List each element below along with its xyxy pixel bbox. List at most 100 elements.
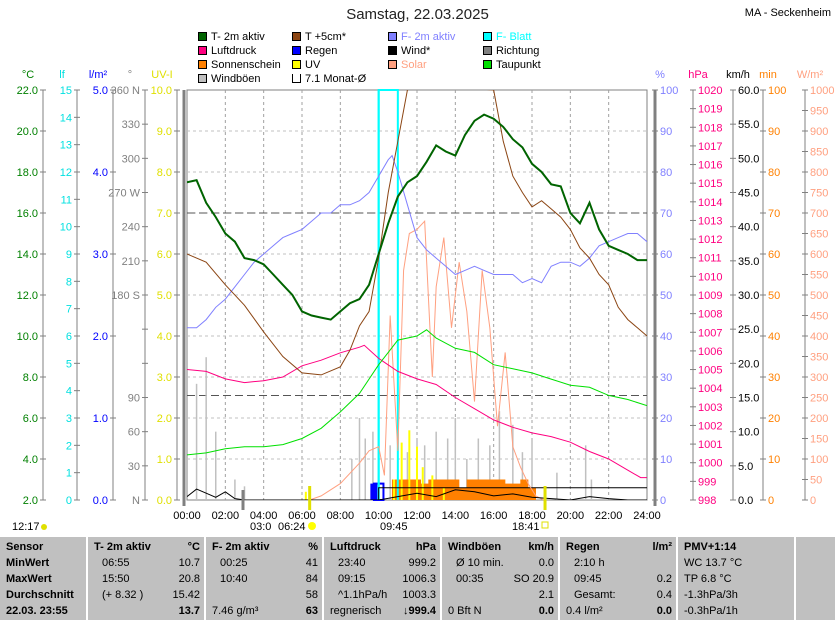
axis-tick-label: 1.0 [157, 454, 172, 466]
axis-tick-label: 1007 [698, 327, 722, 339]
table-column: Luftdruck hPa 23:40 999.2 09:15 1006.3 ^1.1hPa… [324, 537, 442, 621]
x-tick-label: 02:00 [212, 510, 240, 522]
axis-unit-label: UV-I [151, 69, 172, 81]
table-cell: 63 [305, 605, 318, 617]
bar-windb-en [351, 459, 353, 500]
legend-swatch [388, 32, 397, 41]
axis-tick-label: 1011 [698, 253, 722, 265]
legend-item: Regen [292, 45, 337, 57]
bar-windb-en [512, 424, 514, 500]
table-cell: MinWert [6, 557, 50, 569]
table-row: Gesamt: 0.4 [566, 589, 672, 605]
sunset-time: 18:41 [512, 521, 540, 533]
table-cell: 7.46 g/m³ [212, 605, 259, 617]
bar-windb-en [389, 445, 391, 500]
table-row: 2.1 [448, 589, 554, 605]
table-row: T- 2m aktiv °C [94, 541, 200, 557]
table-column: Regen l/m² 2:10 h 09:45 0.2 Gesamt: 0.4 0.4 l/m… [560, 537, 678, 621]
table-cell: 10:40 [220, 573, 248, 585]
bar-windb-en [446, 438, 449, 500]
legend-label: UV [305, 59, 321, 71]
bar-windb-en [205, 357, 207, 500]
table-cell: PMV+1:14 [684, 541, 737, 553]
legend-swatch [483, 46, 492, 55]
table-cell: 84 [305, 573, 318, 585]
x-tick-label: 20:00 [557, 510, 585, 522]
table-cell: -1.3hPa/3h [684, 589, 738, 601]
axis-tick-label: 1014 [698, 197, 722, 209]
table-cell: 00:35 [456, 573, 484, 585]
bar-windb-en [423, 445, 426, 500]
table-cell: hPa [415, 541, 436, 553]
table-cell: 0.0 [538, 605, 554, 617]
series-wind- [187, 488, 647, 500]
bar-windb-en [590, 479, 593, 500]
axis-tick-label: 240 [122, 222, 140, 234]
axis-tick-label: 0 [768, 495, 774, 507]
axis-tick-label: 0.0 [93, 495, 108, 507]
axis-tick-label: 40 [660, 331, 672, 343]
table-cell: Ø 10 min. [456, 557, 504, 569]
table-cell: 15.42 [172, 589, 200, 601]
table-cell: 58 [305, 589, 318, 601]
bar-uv [304, 491, 307, 500]
axis-tick-label: 20.0 [17, 126, 38, 138]
legend-swatch [483, 60, 492, 69]
axis-tick-label: 10.0 [738, 427, 759, 439]
table-row: -0.3hPa/1h [684, 605, 790, 621]
x-tick-label: 12:00 [403, 510, 431, 522]
table-cell: 41 [305, 557, 318, 569]
table-cell: Regen [566, 541, 600, 553]
table-cell: 0.2 [656, 573, 672, 585]
axis-tick-label: 270 W [108, 188, 140, 200]
table-row: 0 Bft N 0.0 [448, 605, 554, 621]
axis-tick-label: 20.0 [738, 358, 759, 370]
table-cell: 0.0 [656, 605, 672, 617]
axis-tick-label: 6.0 [23, 413, 38, 425]
axis-tick-label: N [132, 495, 140, 507]
axis-tick-label: 45.0 [738, 188, 759, 200]
legend-label: Windböen [211, 73, 261, 85]
axis-tick-label: 300 [122, 153, 140, 165]
legend-item: Solar [388, 59, 427, 71]
axis-tick-label: 550 [810, 270, 828, 282]
bar-windb-en [584, 445, 587, 500]
axis-tick-label: 0.0 [157, 495, 172, 507]
axis-tick-label: 4 [66, 386, 72, 398]
table-column: F- 2m aktiv% 00:25 41 10:40 84 58 7.46 g/m³ 63 [206, 537, 324, 621]
axis-tick-label: 300 [810, 372, 828, 384]
table-cell: 20.8 [178, 573, 200, 585]
series-t-5cm- [187, 90, 647, 376]
legend-item: Richtung [483, 45, 539, 57]
table-column: Sensor MinWert MaxWert Durchschnitt 22.03. 2… [0, 537, 88, 621]
axis-tick-label: 1008 [698, 309, 722, 321]
axis-tick-label: 2.0 [157, 413, 172, 425]
axis-tick-label: 450 [810, 311, 828, 323]
axis-tick-label: 8.0 [23, 372, 38, 384]
axis-tick-label: 1002 [698, 420, 722, 432]
axis-tick-label: 1019 [698, 104, 722, 116]
legend-item: T +5cm* [292, 31, 346, 43]
bar-sonnenschein [528, 487, 536, 500]
axis-tick-label: 40 [768, 331, 780, 343]
x-tick-label: 18:00 [518, 510, 546, 522]
table-cell [448, 589, 456, 605]
bar-sonnenschein [459, 487, 467, 500]
series-solar [309, 219, 544, 500]
axis-tick-label: 6 [66, 331, 72, 343]
legend-label: Solar [401, 59, 427, 71]
axis-tick-label: 150 [810, 434, 828, 446]
axis-tick-label: 55.0 [738, 119, 759, 131]
axis-tick-label: 1003 [698, 402, 722, 414]
table-cell: 0.0 [538, 557, 554, 569]
bar-windb-en [234, 479, 236, 500]
axis-tick-label: 35.0 [738, 256, 759, 268]
table-row: Luftdruck hPa [330, 541, 436, 557]
axis-tick-label: 350 [810, 352, 828, 364]
axis-tick-label: 1006 [698, 346, 722, 358]
axis-tick-label: 5.0 [738, 461, 753, 473]
table-cell: 00:25 [220, 557, 248, 569]
table-cell: SO 20.9 [513, 573, 554, 585]
legend-label: 7.1 Monat-Ø [305, 73, 367, 85]
axis-tick-label: 750 [810, 188, 828, 200]
